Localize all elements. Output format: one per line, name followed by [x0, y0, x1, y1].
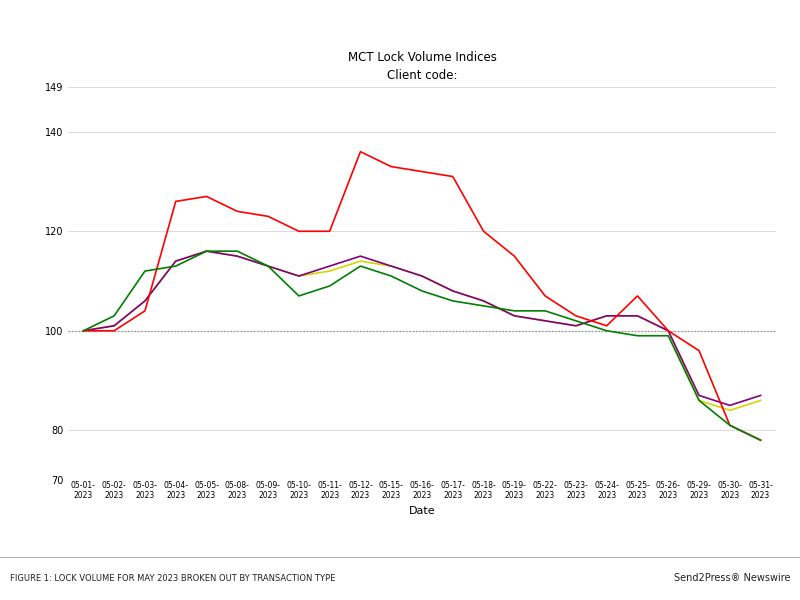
X-axis label: Date: Date — [409, 506, 435, 515]
Text: Send2Press® Newswire: Send2Press® Newswire — [674, 574, 790, 583]
Title: MCT Lock Volume Indices
Client code:: MCT Lock Volume Indices Client code: — [347, 50, 497, 82]
Text: FIGURE 1: LOCK VOLUME FOR MAY 2023 BROKEN OUT BY TRANSACTION TYPE: FIGURE 1: LOCK VOLUME FOR MAY 2023 BROKE… — [10, 574, 335, 583]
